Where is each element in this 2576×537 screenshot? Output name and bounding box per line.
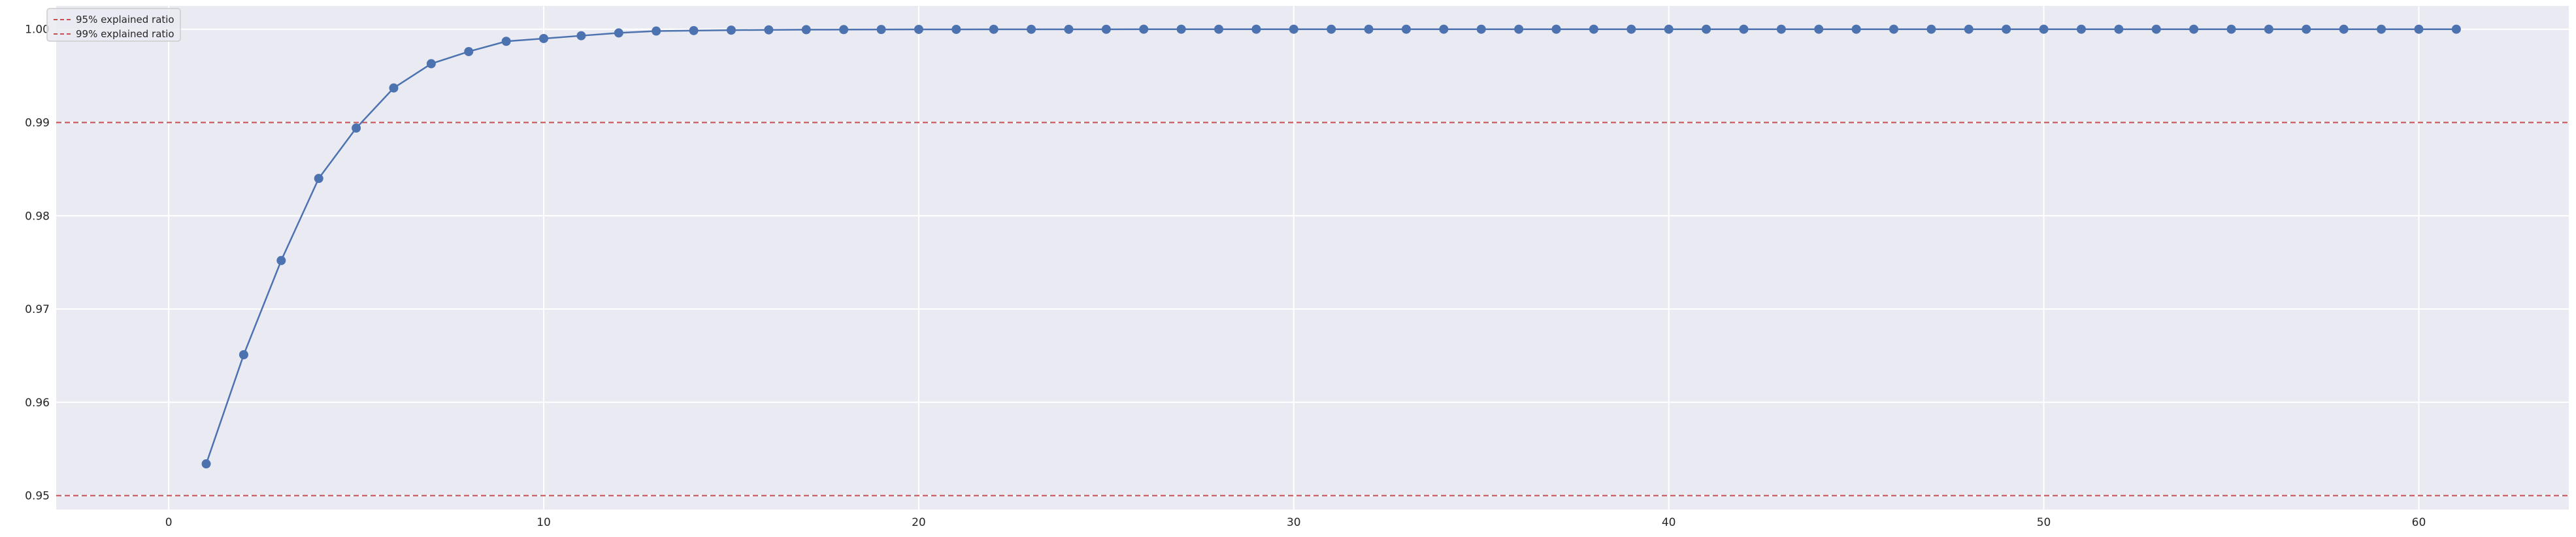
- data-point: [1814, 24, 1824, 34]
- data-point: [1214, 24, 1224, 34]
- x-tick-label: 50: [2037, 516, 2051, 529]
- data-point: [2451, 24, 2461, 34]
- data-point: [2339, 24, 2349, 34]
- y-axis-ticks: 0.95 0.96 0.97 0.98 0.99 1.00: [25, 24, 50, 503]
- data-point: [2151, 24, 2161, 34]
- data-point: [1289, 24, 1298, 34]
- y-tick-label: 0.98: [25, 210, 50, 223]
- data-point: [1889, 24, 1899, 34]
- data-point: [764, 25, 774, 35]
- x-tick-label: 40: [1662, 516, 1676, 529]
- y-tick-label: 0.99: [25, 116, 50, 129]
- legend: 95% explained ratio 99% explained ratio: [46, 8, 181, 42]
- data-point: [1627, 24, 1636, 34]
- legend-box: [46, 8, 181, 42]
- data-point: [876, 25, 886, 35]
- data-point: [2264, 24, 2273, 34]
- data-point: [352, 123, 361, 133]
- data-point: [239, 350, 248, 359]
- data-point: [1476, 24, 1486, 34]
- data-point: [652, 26, 661, 36]
- data-point: [801, 25, 811, 35]
- data-point: [2189, 24, 2199, 34]
- data-point: [914, 24, 923, 34]
- data-point: [1439, 24, 1449, 34]
- data-point: [1926, 24, 1936, 34]
- data-point: [726, 25, 736, 35]
- data-point: [1739, 24, 1749, 34]
- data-point: [539, 33, 549, 43]
- data-point: [2302, 24, 2311, 34]
- data-point: [1251, 24, 1261, 34]
- data-point: [1064, 24, 1074, 34]
- legend-label: 99% explained ratio: [76, 28, 174, 40]
- x-tick-label: 10: [537, 516, 551, 529]
- data-point: [1851, 24, 1861, 34]
- data-point: [1514, 24, 1524, 34]
- x-axis-ticks: 0 10 20 30 40 50 60: [165, 516, 2426, 529]
- y-tick-label: 0.97: [25, 303, 50, 316]
- data-point: [1776, 24, 1786, 34]
- data-point: [1327, 24, 1336, 34]
- y-tick-label: 1.00: [25, 24, 50, 37]
- data-point: [2114, 24, 2124, 34]
- data-point: [314, 174, 323, 184]
- data-point: [2226, 24, 2236, 34]
- x-tick-label: 30: [1287, 516, 1301, 529]
- data-point: [389, 83, 399, 93]
- data-point: [276, 255, 286, 265]
- data-point: [2039, 24, 2049, 34]
- data-point: [201, 459, 211, 469]
- data-point: [2076, 24, 2086, 34]
- y-tick-label: 0.96: [25, 397, 50, 410]
- data-point: [1364, 24, 1374, 34]
- data-point: [2414, 24, 2424, 34]
- data-point: [1139, 24, 1149, 34]
- data-point: [989, 24, 999, 34]
- x-tick-label: 20: [912, 516, 926, 529]
- x-tick-label: 60: [2412, 516, 2426, 529]
- data-point: [1176, 24, 1186, 34]
- data-point: [1964, 24, 1973, 34]
- legend-label: 95% explained ratio: [76, 14, 174, 25]
- data-point: [1551, 24, 1561, 34]
- data-point: [2377, 24, 2386, 34]
- data-point: [1101, 24, 1111, 34]
- data-point: [689, 25, 699, 35]
- data-point: [839, 25, 849, 35]
- data-point: [501, 37, 511, 46]
- x-tick-label: 0: [165, 516, 173, 529]
- data-point: [464, 46, 474, 56]
- data-point: [614, 28, 623, 38]
- data-point: [1702, 24, 1711, 34]
- data-point: [1401, 24, 1411, 34]
- plot-area: [56, 6, 2569, 510]
- data-point: [576, 31, 586, 41]
- data-point: [2002, 24, 2011, 34]
- data-point: [426, 59, 436, 69]
- reference-lines: [56, 122, 2569, 496]
- data-point: [1664, 24, 1674, 34]
- series: [201, 24, 2461, 469]
- data-point: [1027, 24, 1036, 34]
- y-tick-label: 0.95: [25, 490, 50, 503]
- data-point: [951, 24, 961, 34]
- data-point: [1589, 24, 1598, 34]
